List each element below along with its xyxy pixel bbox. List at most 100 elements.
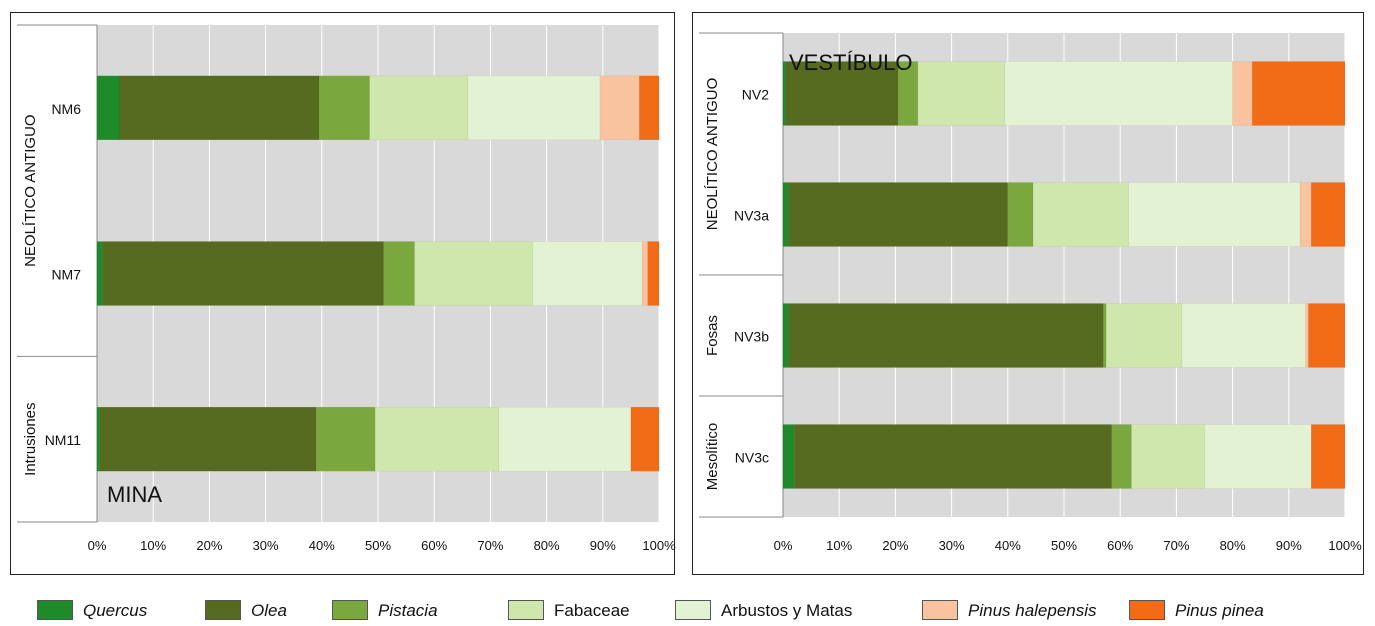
x-tick-label: 80%: [1220, 538, 1246, 553]
bar-nm7-pinus-halepensis: [641, 241, 649, 306]
bar-nv3b-pinus-pinea: [1308, 303, 1346, 368]
bar-nv3b-olea: [788, 303, 1104, 368]
x-tick-label: 90%: [1276, 538, 1302, 553]
chart-vestibulo: NV2 NV3a NV3b NV3c NEOLÍTICO ANTIGUO Fosas Mes…: [699, 32, 1362, 553]
x-tick-label: 90%: [590, 538, 616, 553]
legend-swatch: [205, 600, 241, 620]
x-tick-label: 0%: [88, 538, 107, 553]
bar-nm6-arbustos-y-matas: [467, 75, 601, 141]
category-label: NM11: [45, 432, 82, 448]
bar-nm7-pistacia: [383, 241, 415, 306]
legend-label: Pistacia: [378, 601, 438, 620]
bar-nv2-arbustos-y-matas: [1004, 61, 1233, 126]
chart-mina: NM6 NM7 NM11 NEOLÍTICO ANTIGUO Intrusiones 0%…: [17, 24, 676, 553]
panel-label: MINA: [107, 482, 162, 507]
legend-label: Arbustos y Matas: [721, 601, 853, 620]
legend-label: Olea: [251, 601, 287, 620]
legend-label: Pinus halepensis: [968, 601, 1097, 620]
bar-nm6-quercus: [96, 75, 120, 141]
category-label: NM6: [51, 101, 81, 117]
bar-nv2-olea: [785, 61, 899, 126]
bar-nm7-arbustos-y-matas: [532, 241, 643, 306]
x-tick-label: 20%: [882, 538, 908, 553]
bar-nv3c-quercus: [782, 424, 795, 489]
group-label: NEOLÍTICO ANTIGUO: [22, 114, 39, 267]
bar-nv3a-fabaceae: [1032, 182, 1129, 247]
x-tick-label: 30%: [253, 538, 279, 553]
legend-swatch: [1129, 600, 1165, 620]
bar-nm6-pinus-halepensis: [599, 75, 640, 141]
bar-nv3a-pinus-pinea: [1311, 182, 1346, 247]
bar-nv2-quercus: [782, 61, 787, 126]
bar-nv3b-quercus: [782, 303, 789, 368]
category-label: NM7: [51, 267, 81, 283]
bar-nm6-pistacia: [318, 75, 370, 141]
x-tick-label: 40%: [995, 538, 1021, 553]
bar-nm6-olea: [119, 75, 320, 141]
legend-swatch: [675, 600, 711, 620]
bar-nm11-pinus-pinea: [630, 406, 660, 472]
x-tick-label: 60%: [1107, 538, 1133, 553]
bar-nv3a-arbustos-y-matas: [1128, 182, 1301, 247]
bar-nv3c-olea: [793, 424, 1113, 489]
bar-nm7-olea: [102, 241, 384, 306]
bar-nv3b-pinus-halepensis: [1305, 303, 1309, 368]
x-tick-label: 0%: [774, 538, 793, 553]
x-tick-label: 60%: [421, 538, 447, 553]
bar-nv3b-fabaceae: [1105, 303, 1183, 368]
x-tick-label: 100%: [1328, 538, 1362, 553]
bar-nv3c-arbustos-y-matas: [1204, 424, 1312, 489]
chart-panel-mina: NM6 NM7 NM11 NEOLÍTICO ANTIGUO Intrusiones 0%…: [10, 12, 676, 575]
bar-nv2-fabaceae: [917, 61, 1006, 126]
bar-nv2-pinus-pinea: [1252, 61, 1346, 126]
legend-label: Pinus pinea: [1175, 601, 1264, 620]
legend-label: Fabaceae: [554, 601, 630, 620]
legend-swatch: [332, 600, 368, 620]
category-label: NV3c: [735, 450, 769, 466]
bar-nv2-pinus-halepensis: [1232, 61, 1253, 126]
bar-nm11-quercus: [96, 406, 101, 472]
x-tick-label: 40%: [309, 538, 335, 553]
x-tick-label: 30%: [939, 538, 965, 553]
group-label: Mesolítico: [704, 423, 721, 491]
category-label: NV3b: [734, 329, 769, 345]
bar-nm7-fabaceae: [414, 241, 533, 306]
x-tick-label: 20%: [196, 538, 222, 553]
bar-nm11-olea: [99, 406, 317, 472]
legend-swatch: [508, 600, 544, 620]
bar-nv3a-pistacia: [1007, 182, 1034, 247]
category-label: NV2: [742, 87, 769, 103]
bar-nm7-pinus-pinea: [647, 241, 660, 306]
legend-label: Quercus: [83, 601, 148, 620]
x-tick-label: 10%: [140, 538, 166, 553]
bar-nv3c-fabaceae: [1131, 424, 1205, 489]
bar-nm11-pistacia: [315, 406, 376, 472]
x-tick-label: 50%: [1051, 538, 1077, 553]
bar-nv3a-quercus: [782, 182, 789, 247]
bar-nv3c-pinus-pinea: [1311, 424, 1346, 489]
bar-nv3c-pistacia: [1111, 424, 1132, 489]
panel-label: VESTÍBULO: [789, 50, 912, 75]
bar-nv3a-pinus-halepensis: [1299, 182, 1312, 247]
bar-nv3a-olea: [788, 182, 1009, 247]
group-label: Fosas: [704, 315, 721, 356]
x-tick-label: 70%: [477, 538, 503, 553]
bar-nm6-pinus-pinea: [639, 75, 660, 141]
group-label: Intrusiones: [22, 402, 39, 475]
bar-nm11-arbustos-y-matas: [498, 406, 632, 472]
chart-panel-vestibulo: NV2 NV3a NV3b NV3c NEOLÍTICO ANTIGUO Fosas Mes…: [692, 12, 1364, 575]
x-tick-label: 10%: [826, 538, 852, 553]
legend: Quercus Olea Pistacia Fabaceae Arbustos y Ma…: [0, 595, 1375, 626]
bar-nv3b-arbustos-y-matas: [1181, 303, 1306, 368]
bar-nm7-quercus: [96, 241, 103, 306]
legend-swatch: [37, 600, 73, 620]
x-tick-label: 100%: [642, 538, 676, 553]
legend-swatch: [922, 600, 958, 620]
category-label: NV3a: [734, 208, 769, 224]
bar-nv3b-pistacia: [1103, 303, 1107, 368]
bar-nm6-fabaceae: [369, 75, 469, 141]
x-tick-label: 50%: [365, 538, 391, 553]
x-tick-label: 70%: [1163, 538, 1189, 553]
bar-nm11-fabaceae: [374, 406, 500, 472]
x-tick-label: 80%: [534, 538, 560, 553]
